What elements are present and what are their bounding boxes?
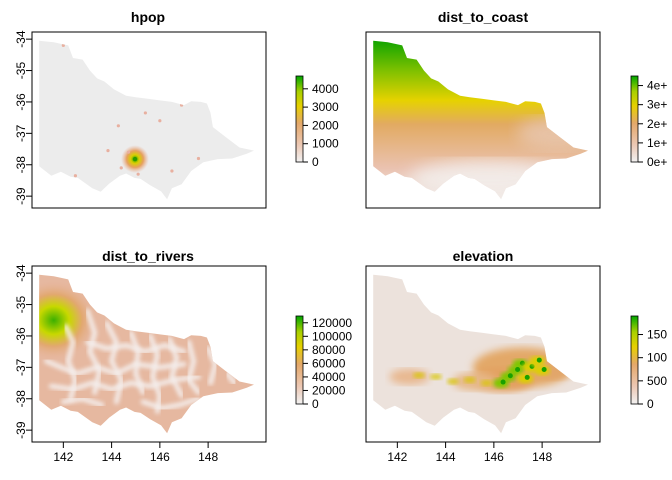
x-tick-label: 146 [150, 450, 170, 464]
x-tick-label: 146 [484, 450, 504, 464]
legend-label: 1000 [312, 137, 339, 151]
legend-label: 1e+ [647, 136, 667, 150]
plot-frame [365, 31, 601, 209]
legend-label: 120000 [312, 316, 352, 330]
panel-title: dist_to_coast [438, 9, 529, 25]
legend-label: 4000 [312, 82, 339, 96]
legend-colorbar: 150 100 500 0 [630, 315, 667, 411]
plot-frame [31, 31, 267, 209]
legend-label: 2000 [312, 118, 339, 132]
y-tick-label: -39 [14, 421, 28, 439]
legend-label: 2e+ [647, 117, 667, 131]
legend-label: 4e+ [647, 79, 667, 93]
legend-label: 80000 [312, 343, 346, 357]
plot-frame [31, 265, 267, 443]
legend-colorbar: 4000 3000 2000 1000 0 [295, 75, 339, 169]
legend-label: 3000 [312, 100, 339, 114]
legend-colorbar: 4e+ 3e+ 2e+ 1e+ 0e+ [630, 75, 667, 169]
legend-label: 100 [647, 351, 667, 365]
x-tick-label: 148 [198, 450, 218, 464]
legend-label: 100000 [312, 329, 352, 343]
plot-frame [365, 265, 601, 443]
y-tick-label: -38 [14, 156, 28, 174]
y-tick-label: -35 [14, 62, 28, 80]
x-tick-label: 144 [436, 450, 456, 464]
y-tick-label: -34 [14, 30, 28, 48]
y-tick-label: -37 [14, 358, 28, 376]
y-tick-label: -36 [14, 93, 28, 111]
panel-title: dist_to_rivers [102, 248, 194, 264]
x-tick-label: 148 [532, 450, 552, 464]
legend-label: 20000 [312, 383, 346, 397]
panel-title: hpop [131, 9, 165, 25]
legend-label: 0 [647, 397, 654, 411]
map-panel-elevation: elevation 142 144 146 148 150 100 500 0 [365, 248, 667, 464]
legend-label: 0e+ [647, 155, 667, 169]
raster-layer [373, 274, 588, 434]
raster-layer [373, 40, 588, 200]
legend-label: 500 [647, 374, 667, 388]
legend-label: 0 [312, 155, 319, 169]
panel-title: elevation [453, 248, 514, 264]
x-tick-label: 142 [53, 450, 73, 464]
y-tick-label: -36 [14, 327, 28, 345]
map-panel-hpop: hpop -34 -35 -36 -37 -38 -39 4000 3000 2000 1000 0 [14, 9, 339, 209]
legend-label: 60000 [312, 356, 346, 370]
y-tick-label: -37 [14, 124, 28, 142]
legend-label: 40000 [312, 370, 346, 384]
legend-label: 0 [312, 397, 319, 411]
y-tick-label: -34 [14, 264, 28, 282]
raster-layer [39, 274, 255, 434]
legend-label: 150 [647, 328, 667, 342]
y-tick-label: -39 [14, 187, 28, 205]
y-tick-label: -38 [14, 390, 28, 408]
raster-layer [39, 40, 255, 200]
x-tick-label: 144 [102, 450, 122, 464]
y-tick-label: -35 [14, 296, 28, 314]
legend-label: 3e+ [647, 98, 667, 112]
map-panel-dist-to-coast: dist_to_coast 4e+ 3e+ 2e+ 1e+ 0e+ [365, 9, 667, 209]
x-tick-label: 142 [387, 450, 407, 464]
map-panel-dist-to-rivers: dist_to_rivers -34 -35 -36 -37 -38 -39 142 144 14… [14, 248, 352, 464]
